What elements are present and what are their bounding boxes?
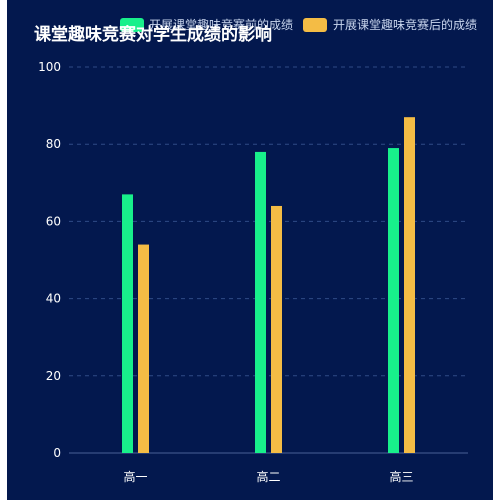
legend-swatch-before[interactable] bbox=[120, 18, 144, 32]
legend-label-before[interactable]: 开展课堂趣味竞赛前的成绩 bbox=[149, 17, 293, 32]
bar-after-1[interactable] bbox=[138, 244, 149, 453]
y-tick-label: 40 bbox=[46, 292, 61, 306]
x-tick-label: 高三 bbox=[389, 469, 413, 484]
grid-lines bbox=[69, 66, 468, 377]
bar-before-2[interactable] bbox=[255, 151, 266, 454]
chart-title: 课堂趣味竞赛对学生成绩的影响 bbox=[34, 24, 272, 45]
bar-before-1[interactable] bbox=[122, 194, 133, 453]
bar-before-3[interactable] bbox=[388, 148, 399, 453]
legend-swatch-after[interactable] bbox=[303, 18, 327, 32]
y-tick-label: 80 bbox=[46, 137, 61, 151]
y-tick-label: 100 bbox=[38, 60, 61, 74]
y-tick-label: 20 bbox=[46, 369, 61, 383]
legend-label-after[interactable]: 开展课堂趣味竞赛后的成绩 bbox=[333, 17, 477, 32]
bar-after-3[interactable] bbox=[404, 117, 415, 454]
y-tick-label: 0 bbox=[53, 446, 61, 460]
x-tick-label: 高二 bbox=[256, 469, 280, 484]
legend: 开展课堂趣味竞赛前的成绩 开展课堂趣味竞赛后的成绩 bbox=[120, 17, 477, 32]
x-axis-ticks: 高一 高二 高三 bbox=[123, 469, 413, 484]
y-axis-ticks: 0 20 40 60 80 100 bbox=[38, 60, 61, 460]
bar-after-2[interactable] bbox=[271, 205, 282, 453]
x-tick-label: 高一 bbox=[123, 469, 147, 484]
y-tick-label: 60 bbox=[46, 214, 61, 228]
bars bbox=[122, 117, 415, 454]
